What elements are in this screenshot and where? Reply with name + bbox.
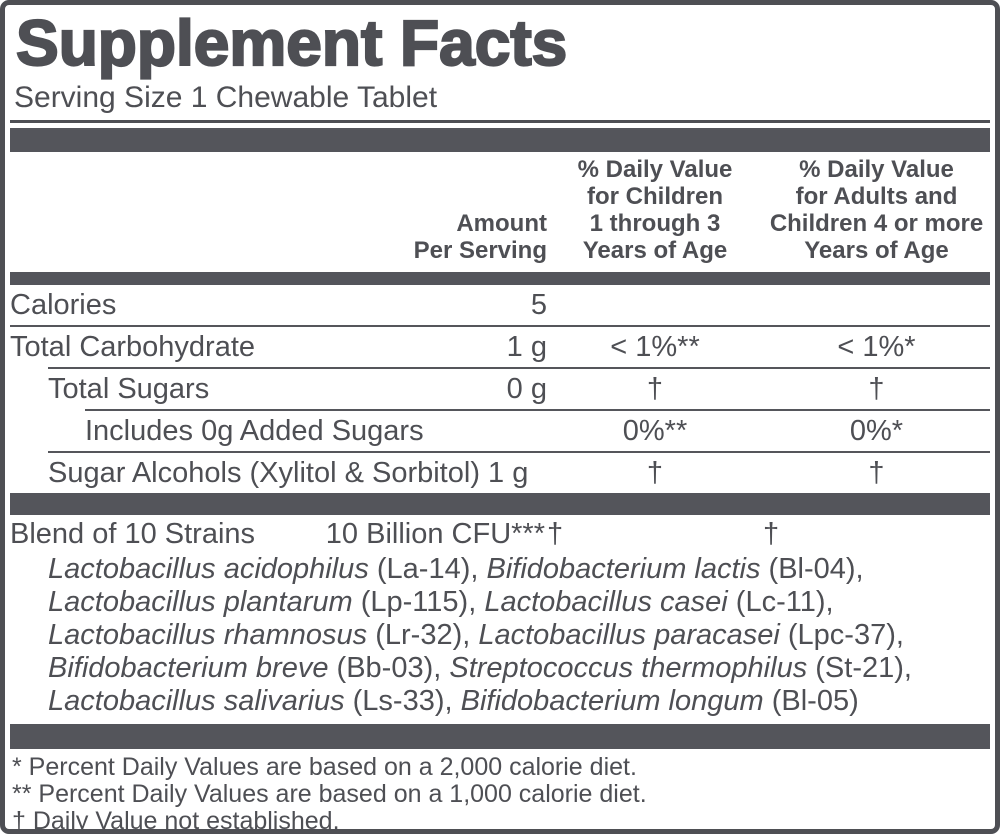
dv-children-value: < 1%** xyxy=(610,330,700,363)
strain-line: Bifidobacterium breve (Bb-03), Streptoco… xyxy=(48,652,912,684)
footnote-daily-value: † Daily Value not established. xyxy=(12,807,340,834)
divider-bar-bottom xyxy=(10,724,990,749)
strain-line: Lactobacillus salivarius (Ls-33), Bifido… xyxy=(48,685,859,717)
row-total-sugars: Total Sugars 0 g † † xyxy=(10,369,990,409)
nutrient-amount: 0 g xyxy=(506,372,547,405)
column-header-dv-adults: % Daily Value for Adults and Children 4 … xyxy=(769,156,984,264)
row-sugar-alcohols: Sugar Alcohols (Xylitol & Sorbitol) 1 g … xyxy=(10,453,990,493)
row-total-carbohydrate: Total Carbohydrate 1 g < 1%** < 1%* xyxy=(10,327,990,367)
column-header-row: Amount Per Serving % Daily Value for Chi… xyxy=(10,152,990,270)
blend-name: Blend of 10 Strains xyxy=(10,517,256,550)
row-separator xyxy=(10,325,990,327)
dv-children-value: † xyxy=(547,517,564,550)
column-header-amount: Amount Per Serving xyxy=(413,210,547,264)
row-added-sugars: Includes 0g Added Sugars 0%** 0%* xyxy=(10,411,990,451)
row-probiotic-blend: Blend of 10 Strains 10 Billion CFU*** † … xyxy=(10,515,990,553)
dv-adults-value: † xyxy=(868,456,885,489)
dv-adults-value: < 1%* xyxy=(837,330,916,363)
nutrient-name: Total Sugars xyxy=(48,372,210,405)
divider-bar-top xyxy=(10,128,990,152)
strain-list: Lactobacillus acidophilus (La-14), Bifid… xyxy=(10,553,990,718)
nutrient-name: Includes 0g Added Sugars xyxy=(85,414,424,447)
dv-adults-value: † xyxy=(763,517,780,550)
nutrient-name: Calories xyxy=(10,288,117,321)
row-separator xyxy=(48,451,990,453)
header-divider-bar xyxy=(10,272,990,285)
divider-bar-blend xyxy=(10,493,990,515)
dv-children-value: 0%** xyxy=(622,414,688,447)
row-calories: Calories 5 xyxy=(10,285,990,325)
dv-children-value: † xyxy=(646,456,664,489)
strain-line: Lactobacillus plantarum (Lp-115), Lactob… xyxy=(48,586,834,618)
panel-title: Supplement Facts xyxy=(15,6,568,80)
footnote-2000-calorie: * Percent Daily Values are based on a 2,… xyxy=(12,753,637,781)
strain-line: Lactobacillus acidophilus (La-14), Bifid… xyxy=(48,553,864,585)
row-separator xyxy=(48,367,990,369)
footnotes: * Percent Daily Values are based on a 2,… xyxy=(10,749,990,834)
row-separator xyxy=(85,409,990,411)
footnote-1000-calorie: ** Percent Daily Values are based on a 1… xyxy=(12,780,647,808)
blend-amount: 10 Billion CFU*** xyxy=(325,517,545,550)
nutrient-name: Sugar Alcohols (Xylitol & Sorbitol) 1 g xyxy=(48,456,529,489)
blend-name-and-amount: Blend of 10 Strains 10 Billion CFU*** xyxy=(10,518,547,551)
strain-line: Lactobacillus rhamnosus (Lr-32), Lactoba… xyxy=(48,619,904,651)
serving-size: Serving Size 1 Chewable Tablet xyxy=(10,79,990,123)
nutrient-amount: 1 g xyxy=(506,330,547,363)
column-header-dv-children: % Daily Value for Children 1 through 3 Y… xyxy=(577,156,733,264)
dv-adults-value: 0%* xyxy=(849,414,904,447)
nutrient-amount: 5 xyxy=(530,288,547,321)
nutrient-name: Total Carbohydrate xyxy=(10,330,256,363)
dv-adults-value: † xyxy=(868,372,885,405)
dv-children-value: † xyxy=(646,372,664,405)
